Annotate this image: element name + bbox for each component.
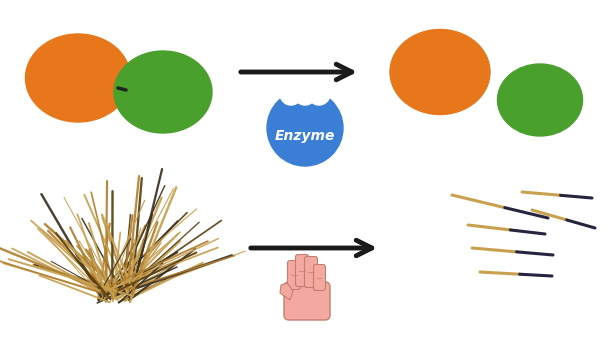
Ellipse shape [498,64,583,136]
Ellipse shape [114,51,212,133]
Circle shape [280,83,302,105]
FancyBboxPatch shape [295,254,309,286]
Ellipse shape [26,34,131,122]
FancyBboxPatch shape [287,261,301,289]
FancyBboxPatch shape [314,265,326,290]
Circle shape [294,83,316,105]
Polygon shape [280,283,293,300]
Text: Enzyme: Enzyme [275,129,335,143]
Ellipse shape [390,30,490,115]
Circle shape [308,83,330,105]
Circle shape [267,90,343,166]
FancyBboxPatch shape [284,282,330,320]
FancyBboxPatch shape [304,256,317,287]
